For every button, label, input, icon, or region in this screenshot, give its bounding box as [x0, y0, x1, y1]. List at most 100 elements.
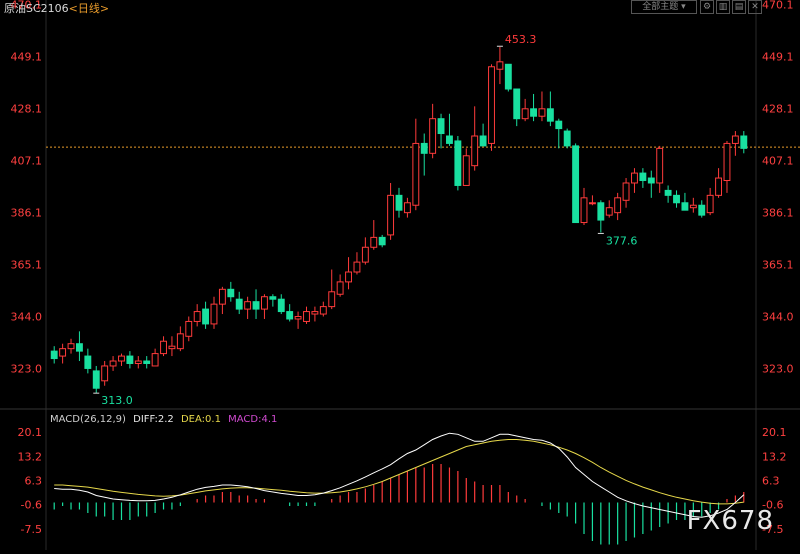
candle-body	[479, 135, 487, 147]
candle-body	[462, 155, 470, 186]
price-annotation: 453.3	[505, 33, 537, 46]
macd-title: MACD(26,12,9)	[50, 414, 126, 425]
candle-body	[395, 194, 403, 211]
candle-body	[75, 343, 83, 352]
candle-body	[446, 135, 453, 144]
candle-body	[563, 130, 571, 147]
candle-body	[429, 118, 437, 154]
candle-body	[412, 142, 420, 206]
candle-body	[168, 345, 176, 350]
price-annotation: 377.6	[606, 234, 638, 247]
candle-body	[59, 348, 67, 357]
price-tick-left: 470.1	[11, 0, 43, 12]
macd-tick-right: 20.1	[762, 426, 787, 439]
candle-body	[160, 340, 167, 355]
candle-body	[681, 202, 689, 211]
candle-body	[286, 311, 294, 320]
theme-menu-button[interactable]: 全部主题 ▾	[631, 0, 697, 14]
candle-body	[622, 182, 630, 201]
candle-body	[328, 291, 336, 308]
macd-tick-right: 13.2	[762, 450, 787, 463]
price-annotation: 313.0	[101, 394, 133, 407]
macd-header: MACD(26,12,9) DIFF:2.2 DEA:0.1 MACD:4.1	[50, 414, 277, 425]
candle-body	[673, 194, 680, 204]
candle-body	[656, 147, 664, 184]
candle-body	[513, 88, 521, 120]
settings-icon[interactable]: ⚙	[700, 0, 714, 14]
price-tick-right: 407.1	[762, 154, 794, 167]
dea-label: DEA:0.1	[180, 414, 221, 425]
macd-label: MACD:4.1	[228, 414, 278, 425]
diff-line	[54, 432, 745, 518]
candle-body	[235, 298, 243, 310]
price-tick-left: 323.0	[11, 362, 43, 375]
candle-body	[361, 246, 369, 263]
layout-icon[interactable]: ▤	[732, 0, 746, 14]
candle-body	[504, 63, 512, 90]
candle-body	[101, 365, 109, 382]
candle-body	[664, 189, 672, 196]
price-tick-right: 449.1	[762, 51, 794, 64]
candle-body	[588, 202, 596, 205]
price-tick-right: 323.0	[762, 362, 794, 375]
candle-body	[706, 194, 714, 214]
candle-body	[647, 177, 655, 184]
candle-body	[109, 360, 117, 367]
candle-body	[252, 301, 260, 310]
candle-body	[151, 353, 159, 367]
candle-body	[521, 108, 529, 120]
macd-tick-right: -7.5	[762, 523, 783, 536]
candle-body	[92, 370, 100, 389]
candle-body	[134, 360, 142, 364]
diff-label: DIFF:2.2	[133, 414, 174, 425]
candle-body	[269, 296, 277, 300]
price-tick-right: 386.1	[762, 206, 794, 219]
chart-toggle-icon[interactable]: ▥	[716, 0, 730, 14]
price-tick-left: 344.0	[11, 311, 43, 324]
theme-menu-label: 全部主题	[642, 2, 679, 12]
macd-tick-left: 6.3	[25, 474, 43, 487]
price-tick-right: 344.0	[762, 311, 794, 324]
price-tick-left: 386.1	[11, 206, 43, 219]
candle-body	[546, 108, 554, 122]
candle-body	[715, 177, 723, 196]
candle-body	[319, 306, 327, 315]
candle-body	[67, 343, 75, 350]
candle-body	[50, 350, 58, 360]
candle-body	[437, 118, 445, 135]
candle-body	[488, 66, 495, 144]
price-tick-right: 470.1	[762, 0, 794, 12]
chart-header: 原油SC2106<日线>	[4, 0, 109, 16]
timeframe-label[interactable]: <日线>	[68, 2, 110, 15]
candle-body	[227, 288, 235, 298]
candle-body	[126, 355, 134, 364]
candle-body	[370, 236, 378, 248]
candle-body	[193, 311, 201, 322]
macd-tick-right: -0.6	[762, 499, 783, 512]
candle-body	[185, 320, 193, 337]
symbol-label: 原油SC2106	[4, 2, 69, 15]
candle-body	[303, 311, 310, 322]
candle-body	[336, 281, 344, 295]
price-tick-left: 407.1	[11, 154, 43, 167]
candle-body	[639, 172, 647, 182]
macd-tick-left: -7.5	[21, 523, 42, 536]
candle-body	[530, 108, 537, 117]
candle-body	[244, 301, 252, 310]
candle-body	[84, 355, 92, 369]
price-tick-left: 428.1	[11, 103, 43, 116]
candle-body	[387, 194, 395, 236]
candle-body	[210, 303, 218, 325]
macd-tick-right: 6.3	[762, 474, 780, 487]
candle-body	[614, 197, 622, 214]
macd-tick-left: 20.1	[18, 426, 43, 439]
close-icon[interactable]: ✕	[748, 0, 762, 14]
candle-body	[731, 135, 739, 144]
candle-body	[202, 308, 210, 325]
candle-body	[378, 236, 386, 246]
price-tick-right: 428.1	[762, 103, 794, 116]
price-tick-right: 365.1	[762, 258, 794, 271]
candle-body	[218, 288, 226, 305]
